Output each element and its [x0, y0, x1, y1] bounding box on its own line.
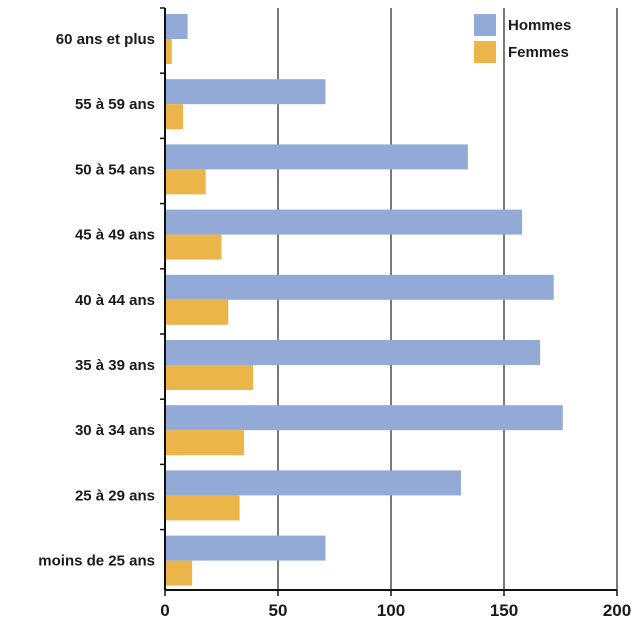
- bar-hommes-7: [165, 470, 462, 496]
- bars: [165, 14, 563, 586]
- category-label: 55 à 59 ans: [75, 96, 155, 113]
- x-tick-label: 100: [377, 601, 405, 620]
- bar-hommes-6: [165, 405, 563, 431]
- category-label: 25 à 29 ans: [75, 487, 155, 504]
- bar-femmes-7: [165, 495, 240, 521]
- category-label: 30 à 34 ans: [75, 422, 155, 439]
- x-tick-label: 150: [490, 601, 518, 620]
- x-tick-label: 200: [603, 601, 631, 620]
- bar-hommes-2: [165, 144, 468, 170]
- category-label: 45 à 49 ans: [75, 227, 155, 244]
- bar-hommes-1: [165, 79, 326, 105]
- labels: 60 ans et plus 55 à 59 ans 50 à 54 ans 45 à…: [38, 31, 631, 620]
- bar-hommes-5: [165, 340, 541, 365]
- category-label: 50 à 54 ans: [75, 161, 155, 178]
- bar-femmes-1: [165, 104, 184, 130]
- category-label: moins de 25 ans: [38, 553, 155, 570]
- bar-hommes-4: [165, 274, 554, 300]
- bar-femmes-8: [165, 560, 193, 586]
- legend-label-hommes: Hommes: [508, 17, 571, 34]
- category-label: 60 ans et plus: [56, 31, 155, 48]
- axes: [160, 7, 618, 596]
- legend-label-femmes: Femmes: [508, 44, 569, 61]
- bar-hommes-8: [165, 535, 326, 561]
- bar-hommes-0: [165, 14, 188, 39]
- category-label: 40 à 44 ans: [75, 292, 155, 309]
- bar-femmes-4: [165, 299, 229, 325]
- bar-femmes-5: [165, 365, 254, 390]
- legend-swatch-hommes: [474, 14, 496, 36]
- bar-femmes-2: [165, 169, 206, 195]
- bar-femmes-6: [165, 430, 245, 456]
- bar-femmes-0: [165, 39, 172, 64]
- legend-swatch-femmes: [474, 41, 496, 63]
- legend: Hommes Femmes: [474, 14, 571, 63]
- x-tick-label: 50: [269, 601, 288, 620]
- category-label: 35 à 39 ans: [75, 357, 155, 374]
- bar-hommes-3: [165, 209, 523, 235]
- bar-femmes-3: [165, 234, 222, 260]
- x-tick-label: 0: [160, 601, 169, 620]
